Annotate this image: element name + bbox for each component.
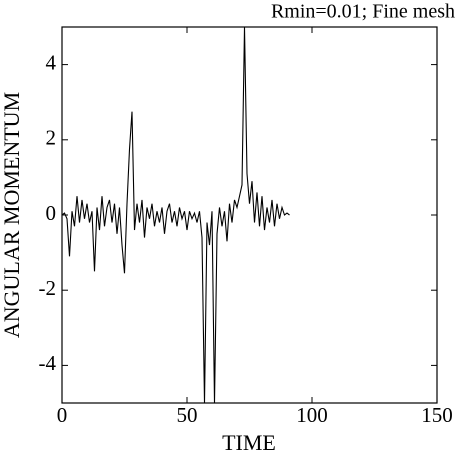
data-line <box>62 27 290 403</box>
y-tick-label: 0 <box>46 201 57 225</box>
y-tick-label: -4 <box>39 351 57 375</box>
y-axis-label: ANGULAR MOMENTUM <box>0 92 24 338</box>
x-tick-label: 0 <box>57 403 68 427</box>
x-tick-label: 150 <box>421 403 453 427</box>
x-tick-label: 100 <box>296 403 328 427</box>
x-axis-label: TIME <box>222 430 276 455</box>
y-tick-label: -2 <box>39 276 57 300</box>
chart-title: Rmin=0.01; Fine mesh <box>271 1 455 23</box>
x-tick-label: 50 <box>177 403 198 427</box>
y-tick-label: 4 <box>46 50 57 74</box>
y-tick-label: 2 <box>46 126 57 150</box>
plot-area <box>62 27 290 403</box>
